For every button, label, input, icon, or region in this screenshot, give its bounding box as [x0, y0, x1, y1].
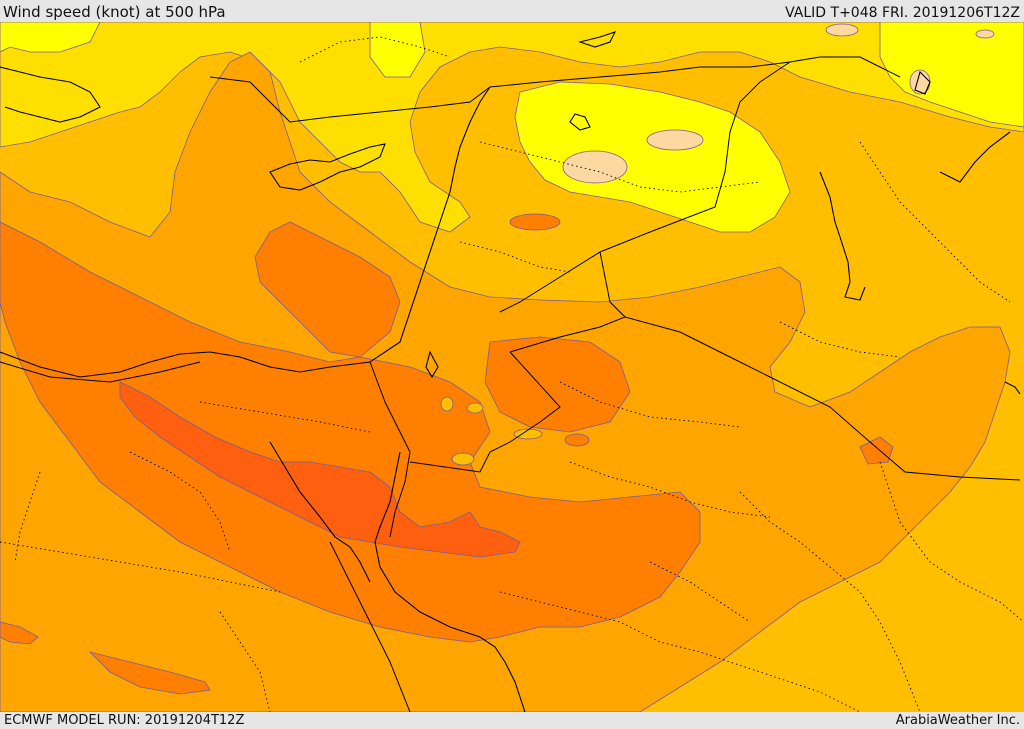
band-yellow-blob	[369, 22, 426, 78]
header-bar: Wind speed (knot) at 500 hPa VALID T+048…	[0, 0, 1024, 22]
provincial-boundaries	[0, 36, 1024, 712]
wind-speed-map	[0, 22, 1024, 712]
band-lightest-cell-2	[646, 129, 704, 151]
coastlines	[0, 31, 1021, 712]
band-amber-hole-3	[513, 428, 543, 440]
map-canvas	[0, 22, 1024, 712]
band-orange-dark	[119, 381, 521, 558]
band-yellow-north	[514, 81, 791, 233]
band-lightest-cell-5	[975, 29, 995, 39]
map-title: Wind speed (knot) at 500 hPa	[3, 3, 226, 21]
credit-label: ArabiaWeather Inc.	[895, 713, 1020, 728]
band-amber-hole-1	[451, 452, 475, 466]
band-orange-central-bulge	[484, 336, 631, 433]
band-yellow-ne	[879, 22, 1024, 128]
valid-time: VALID T+048 FRI. 20191206T12Z	[785, 5, 1020, 21]
band-orange-e-cell	[859, 436, 894, 465]
country-borders	[0, 56, 1021, 712]
band-amber-hole-2	[440, 396, 454, 412]
band-orange-w-strip	[0, 621, 39, 645]
band-amber-hole-4	[466, 402, 484, 414]
band-orange-sw-strip	[88, 651, 211, 695]
band-orange	[0, 221, 701, 643]
band-yellow-nw	[0, 22, 101, 53]
band-orange-cell-small-1	[509, 213, 561, 231]
band-orange-cell-small-2	[564, 433, 590, 447]
band-lightest-cell-1	[562, 150, 628, 184]
band-lightest-cell-3	[825, 23, 859, 37]
footer-bar: ECMWF MODEL RUN: 20191204T12Z ArabiaWeat…	[0, 712, 1024, 729]
model-run-label: ECMWF MODEL RUN: 20191204T12Z	[4, 713, 245, 728]
